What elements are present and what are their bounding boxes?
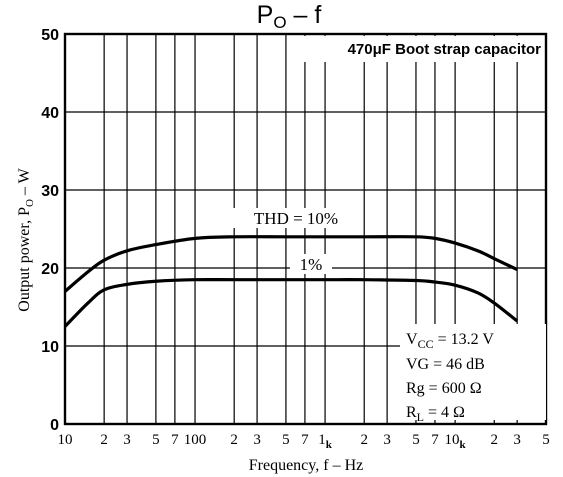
capacitor-note: 470μF Boot strap capacitor [348,41,542,58]
conditions-backdrop [400,324,546,420]
x-tick-label: 5 [542,432,550,448]
series-label-thd1-backdrop [290,254,332,274]
x-tick-label: 10k [445,432,467,451]
y-axis-label: Output power, PO – W [16,167,36,311]
x-tick-label: 100 [184,432,207,448]
condition-vcc: VCC = 13.2 V [406,331,494,351]
x-tick-label: 3 [513,432,521,448]
chart-title: PO – f [257,1,322,32]
x-tick-label: 2 [360,432,368,448]
capacitor-note-backdrop [301,36,544,62]
x-tick-label: 3 [123,432,131,448]
x-tick-label: 5 [282,432,290,448]
x-tick-label: 7 [171,432,179,448]
y-tick-label: 10 [41,339,59,356]
series-line-thd1 [63,277,519,328]
series-group [63,235,519,328]
x-tick-label: 1k [318,432,333,451]
series-line-thd10 [63,235,518,293]
series-label-thd1: 1% [300,255,323,274]
x-tick-label: 10 [58,432,73,448]
y-tick-label: 50 [41,27,59,44]
x-tick-label: 3 [383,432,391,448]
x-tick-label: 7 [301,432,309,448]
y-tick-label: 0 [50,417,59,434]
x-axis-label: Frequency, f – Hz [249,457,363,474]
x-tick-label: 7 [431,432,439,448]
x-tick-label: 5 [412,432,420,448]
condition-vg: VG = 46 dB [406,356,485,373]
x-tick-label: 2 [100,432,108,448]
condition-rl: RL = 4 Ω [406,404,465,424]
x-tick-label: 5 [152,432,160,448]
y-tick-label: 30 [41,183,59,200]
x-tick-label: 2 [491,432,499,448]
grid [65,34,546,424]
x-tick-label: 3 [253,432,261,448]
y-tick-label: 40 [41,105,59,122]
series-label-thd10: THD = 10% [254,209,338,228]
plot-frame [63,32,548,426]
series-label-thd10-backdrop [233,208,357,228]
y-tick-label: 20 [41,261,59,278]
condition-rg: Rg = 600 Ω [406,380,482,397]
x-tick-label: 2 [230,432,238,448]
